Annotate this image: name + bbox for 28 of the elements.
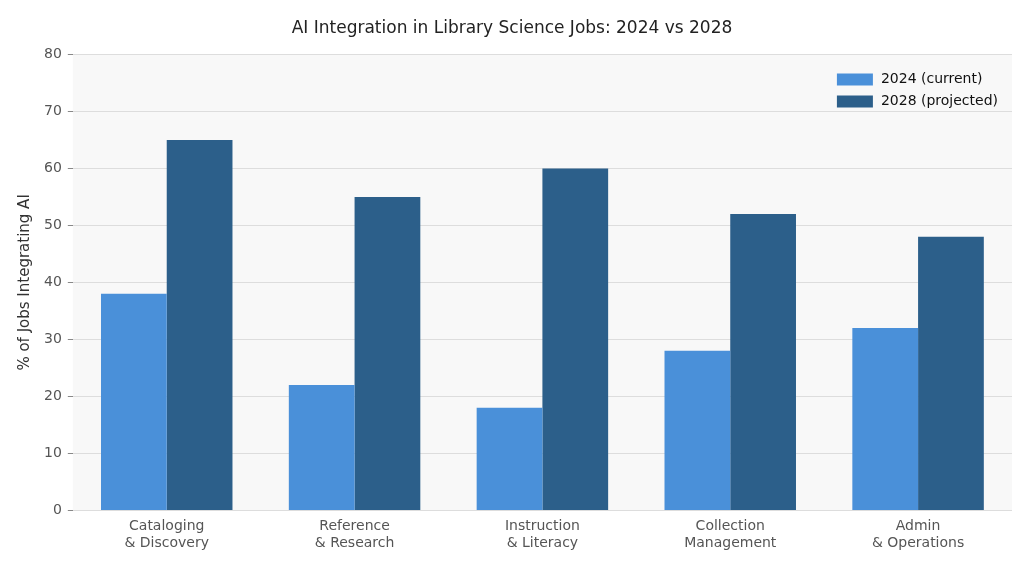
x-tick-label: Collection Management [684, 517, 777, 551]
y-tick-label: 20 [43, 387, 62, 404]
bar [664, 350, 731, 510]
bar [918, 236, 984, 510]
legend-label: 2028 (projected) [880, 92, 998, 109]
y-tick-label: 40 [43, 273, 62, 290]
y-tick-label: 60 [43, 159, 62, 176]
y-tick-label: 70 [43, 102, 62, 119]
bar [100, 293, 167, 510]
x-tick-label: Instruction & Literacy [504, 517, 580, 551]
bar [852, 328, 919, 510]
x-tick-label: Cataloging & Discovery [124, 517, 210, 551]
y-tick-label: 10 [43, 444, 62, 461]
y-tick-label: 0 [52, 501, 62, 518]
bar [476, 407, 543, 510]
bar [354, 196, 421, 510]
bar [166, 139, 233, 510]
chart-title: AI Integration in Library Science Jobs: 2024 vs 2028 [291, 16, 733, 37]
x-tick-label: Reference & Research [314, 517, 395, 551]
y-tick-label: 50 [43, 216, 62, 233]
bar [542, 168, 609, 510]
bar [288, 385, 355, 510]
y-axis-title: % of Jobs Integrating AI [14, 194, 33, 371]
x-tick-label: Admin & Operations [871, 517, 965, 551]
y-tick-label: 30 [43, 330, 62, 347]
y-tick-label: 80 [43, 45, 62, 62]
bar [730, 214, 796, 510]
legend-label: 2024 (current) [880, 70, 983, 87]
